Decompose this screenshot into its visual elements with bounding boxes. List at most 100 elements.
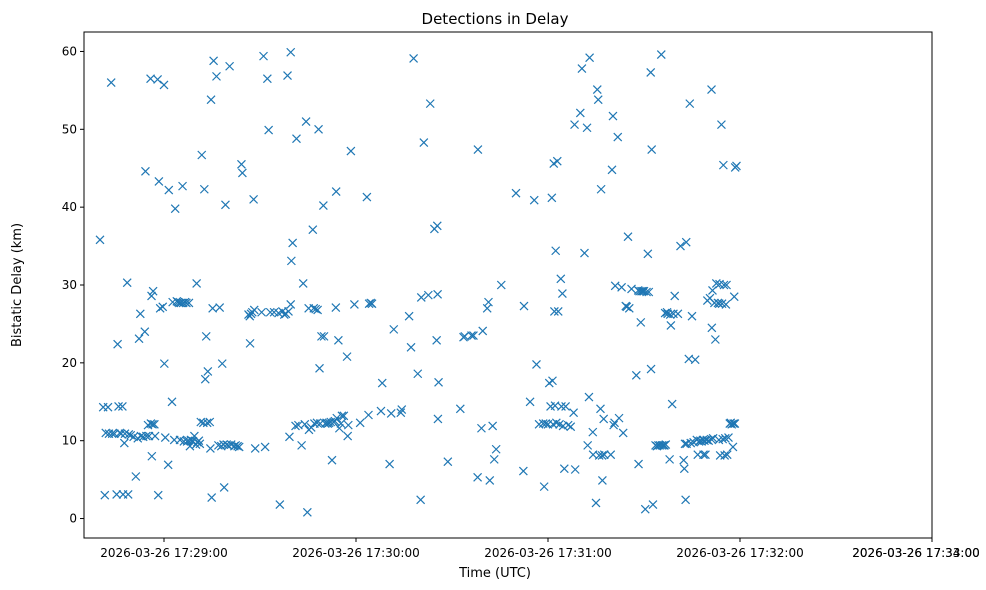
data-point [729, 292, 739, 302]
data-point [642, 287, 651, 297]
data-point [433, 414, 443, 424]
data-point [588, 427, 598, 437]
data-point [478, 326, 488, 336]
data-point [205, 444, 215, 453]
data-point [618, 428, 628, 438]
data-point [283, 71, 292, 81]
data-point [135, 309, 145, 319]
data-point [491, 444, 501, 454]
data-point [386, 409, 396, 418]
data-point [665, 310, 675, 320]
data-point [114, 402, 123, 411]
y-tick-label: 40 [62, 200, 77, 214]
data-point [150, 431, 160, 441]
data-point [349, 300, 359, 309]
data-point [225, 61, 235, 71]
data-point [317, 331, 326, 341]
data-point [300, 419, 310, 429]
data-point [149, 419, 159, 429]
data-point [690, 355, 700, 365]
data-point [260, 442, 270, 452]
data-point [566, 422, 576, 432]
data-point [264, 125, 274, 135]
data-point [551, 246, 561, 256]
data-point [720, 451, 730, 460]
data-point [148, 419, 157, 429]
data-point [217, 359, 227, 369]
data-point [158, 302, 168, 312]
data-point [364, 410, 373, 420]
data-point [469, 331, 478, 341]
data-point [206, 95, 216, 105]
data-point [557, 402, 566, 411]
data-point [613, 132, 623, 142]
data-point [518, 466, 528, 476]
data-point [706, 434, 716, 444]
data-point [433, 289, 443, 299]
data-point [237, 159, 246, 169]
data-point [106, 78, 116, 88]
data-point [488, 421, 498, 431]
data-point [385, 459, 395, 469]
data-point [584, 392, 594, 402]
data-point [113, 339, 123, 349]
data-point [701, 450, 710, 460]
data-point [561, 402, 571, 411]
data-point [631, 370, 641, 380]
data-point [622, 302, 632, 312]
data-point [200, 374, 210, 384]
data-point [722, 450, 732, 460]
data-point [221, 200, 230, 210]
data-point [720, 433, 730, 443]
data-point [563, 420, 573, 430]
data-point [308, 225, 318, 235]
data-point [686, 438, 696, 448]
data-point [291, 421, 300, 431]
data-point [570, 465, 580, 474]
data-point [707, 85, 716, 95]
data-point [346, 146, 356, 156]
x-axis-ticks: 2026-03-26 17:29:00 2026-03-26 17:30:00 20… [100, 538, 980, 560]
data-point [367, 299, 377, 309]
data-point [443, 457, 453, 467]
data-point [178, 181, 187, 191]
data-point [275, 500, 285, 509]
data-point [718, 160, 728, 170]
data-point [265, 307, 275, 317]
data-point [192, 279, 202, 288]
data-point [592, 85, 602, 95]
data-point [245, 338, 255, 348]
data-point [719, 280, 729, 290]
data-point [511, 188, 521, 198]
data-point [416, 293, 426, 302]
data-point [634, 459, 643, 469]
x-tick-label: 2026-03-26 17:33:00 [852, 546, 979, 560]
data-point [532, 359, 541, 369]
data-point [355, 418, 365, 428]
data-point [205, 417, 215, 427]
y-axis-ticks: 0 10 20 30 40 50 60 [62, 44, 84, 526]
data-point [286, 47, 296, 57]
data-point [593, 95, 603, 105]
data-point [596, 184, 606, 194]
data-point [249, 305, 259, 315]
data-point [473, 145, 483, 154]
data-point [635, 286, 644, 296]
data-point [377, 378, 387, 388]
data-point [126, 430, 136, 440]
data-point [315, 363, 324, 373]
data-point [250, 444, 260, 453]
data-point [286, 256, 296, 266]
data-point [597, 451, 607, 460]
data-point [519, 301, 529, 311]
data-point [728, 442, 738, 452]
data-point [103, 402, 113, 412]
chart-title: Detections in Delay [422, 10, 569, 28]
x-tick-label: 2026-03-26 17:32:00 [676, 546, 803, 560]
data-point [319, 331, 329, 341]
data-point [336, 419, 346, 428]
data-point [284, 307, 293, 316]
x-tick-label: 2026-03-26 17:29:00 [100, 546, 227, 560]
x-tick-label: 2026-03-26 17:30:00 [292, 546, 419, 560]
